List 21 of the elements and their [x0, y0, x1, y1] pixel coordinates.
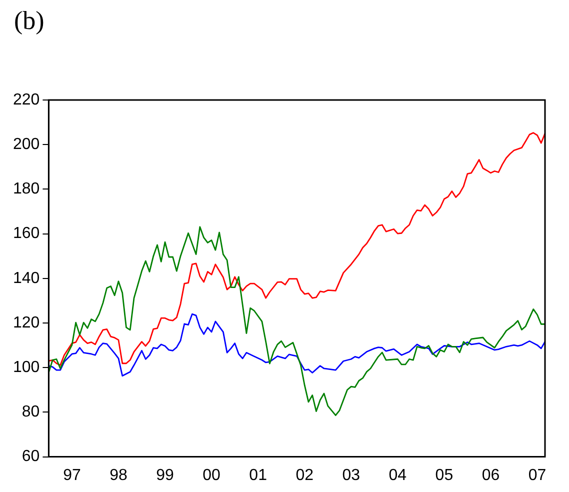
y-tick-label: 60: [22, 448, 40, 466]
x-tick-label: 02: [296, 466, 314, 484]
y-tick-label: 220: [12, 91, 40, 108]
y-tick-label: 200: [12, 136, 40, 154]
x-tick-label: 97: [63, 466, 81, 484]
x-tick-label: 00: [202, 466, 221, 484]
y-tick-label: 80: [22, 404, 40, 421]
y-tick-label: 180: [12, 180, 40, 198]
x-tick-label: 99: [156, 466, 174, 484]
x-tick-label: 06: [482, 466, 500, 484]
chart-title: (b): [14, 6, 44, 36]
x-tick-label: 03: [342, 466, 360, 484]
y-tick-label: 100: [12, 359, 40, 376]
y-tick-label: 140: [12, 270, 40, 287]
x-tick-label: 98: [110, 466, 128, 484]
x-tick-label: 04: [388, 466, 407, 484]
y-tick-label: 120: [12, 314, 40, 332]
x-tick-label: 01: [249, 466, 268, 484]
x-tick-label: 05: [435, 466, 454, 484]
x-tick-label: 07: [528, 466, 546, 484]
y-tick-label: 160: [12, 225, 40, 242]
